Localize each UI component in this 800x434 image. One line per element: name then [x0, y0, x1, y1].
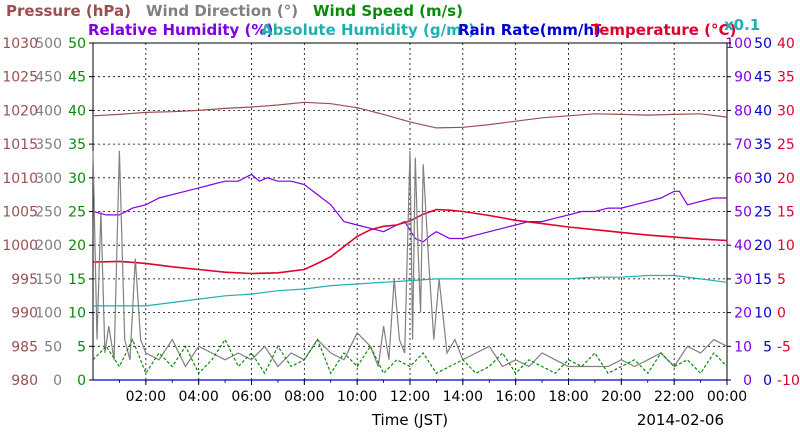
temperature-tick-label: -5: [777, 339, 791, 355]
wind-direction-tick-label: 150: [35, 272, 62, 288]
wind-speed-tick-label: 10: [68, 306, 86, 322]
x-tick-label: 14:00: [443, 389, 483, 405]
rain-rate-tick-label: 40: [754, 103, 772, 119]
x-tick-label: 04:00: [178, 389, 218, 405]
temperature-tick-label: -10: [777, 373, 800, 389]
wind-direction-tick-label: 50: [44, 339, 62, 355]
pressure-tick-label: 1020: [2, 103, 38, 119]
rain-rate-tick-label: 30: [754, 171, 772, 187]
temperature-tick-label: 5: [777, 272, 786, 288]
rain-rate-tick-label: 15: [754, 272, 772, 288]
relative-humidity-tick-label: 10: [734, 339, 752, 355]
legend-wind-direction: Wind Direction (°): [146, 2, 298, 20]
x-axis-title: Time (JST): [371, 411, 448, 429]
series-wind-speed: [92, 338, 728, 375]
legend-temperature: Temperature (°C): [591, 21, 736, 39]
wind-speed-tick-label: 25: [68, 205, 86, 221]
temperature-tick-label: 30: [777, 103, 795, 119]
legend-absolute-humidity: Absolute Humidity (g/m³): [261, 21, 475, 39]
x-tick-label: 22:00: [654, 389, 694, 405]
x-tick-label: 02:00: [126, 389, 166, 405]
relative-humidity-tick-label: 70: [734, 137, 752, 153]
legend-relative-humidity: Relative Humidity (%): [88, 21, 273, 39]
wind-direction-tick-label: 350: [35, 137, 62, 153]
wind-direction-tick-label: 200: [35, 238, 62, 254]
x-tick-label: 08:00: [284, 389, 324, 405]
series-absolute-humidity-x0-1: [93, 274, 728, 307]
relative-humidity-tick-label: 20: [734, 306, 752, 322]
rain-rate-tick-label: 35: [754, 137, 772, 153]
relative-humidity-tick-label: 90: [734, 70, 752, 86]
wind-direction-tick-label: 400: [35, 103, 62, 119]
wind-speed-tick-label: 20: [68, 238, 86, 254]
x-tick-label: 12:00: [390, 389, 430, 405]
wind-direction-tick-label: 450: [35, 70, 62, 86]
pressure-tick-label: 1005: [2, 205, 38, 221]
x-tick-label: 10:00: [337, 389, 377, 405]
wind-direction-tick-label: 250: [35, 205, 62, 221]
relative-humidity-tick-label: 60: [734, 171, 752, 187]
rain-rate-tick-label: 0: [763, 373, 772, 389]
temperature-tick-label: 20: [777, 171, 795, 187]
temperature-tick-label: 25: [777, 137, 795, 153]
x-tick-label: 16:00: [495, 389, 535, 405]
wind-speed-tick-label: 30: [68, 171, 86, 187]
series-relative-humidity: [92, 173, 727, 243]
wind-speed-tick-label: 45: [68, 70, 86, 86]
series-temperature: [92, 208, 728, 275]
temperature-tick-label: 10: [777, 238, 795, 254]
legend-wind-speed: Wind Speed (m/s): [313, 2, 463, 20]
legend-rain-rate: Rain Rate(mm/h): [458, 21, 601, 39]
pressure-tick-label: 995: [11, 272, 38, 288]
series-wind-direction: [92, 150, 728, 368]
pressure-tick-label: 1015: [2, 137, 38, 153]
wind-speed-tick-label: 15: [68, 272, 86, 288]
rain-rate-tick-label: 20: [754, 238, 772, 254]
wind-speed-tick-label: 40: [68, 103, 86, 119]
wind-direction-tick-label: 500: [35, 36, 62, 52]
pressure-tick-label: 1030: [2, 36, 38, 52]
rain-rate-tick-label: 50: [754, 36, 772, 52]
relative-humidity-tick-label: 30: [734, 272, 752, 288]
temperature-tick-label: 40: [777, 36, 795, 52]
temperature-tick-label: 15: [777, 205, 795, 221]
pressure-tick-label: 985: [11, 339, 38, 355]
x-tick-label: 00:00: [707, 389, 747, 405]
relative-humidity-tick-label: 100: [725, 36, 752, 52]
x-tick-label: 18:00: [548, 389, 588, 405]
pressure-tick-label: 990: [11, 306, 38, 322]
pressure-tick-label: 1010: [2, 171, 38, 187]
x-tick-label: 20:00: [601, 389, 641, 405]
rain-rate-tick-label: 25: [754, 205, 772, 221]
rain-rate-tick-label: 10: [754, 306, 772, 322]
relative-humidity-tick-label: 40: [734, 238, 752, 254]
pressure-tick-label: 980: [11, 373, 38, 389]
wind-direction-tick-label: 0: [53, 373, 62, 389]
axes-layer: 02:00 04:00 06:00 08:00 10:00 12:00 14:00 16:00…: [2, 36, 800, 405]
rain-rate-tick-label: 45: [754, 70, 772, 86]
pressure-tick-label: 1000: [2, 238, 38, 254]
wind-direction-tick-label: 100: [35, 306, 62, 322]
temperature-tick-label: 35: [777, 70, 795, 86]
relative-humidity-tick-label: 80: [734, 103, 752, 119]
legend-pressure: Pressure (hPa): [6, 2, 131, 20]
rain-rate-tick-label: 5: [763, 339, 772, 355]
wind-speed-tick-label: 50: [68, 36, 86, 52]
wind-speed-tick-label: 35: [68, 137, 86, 153]
abs-humidity-scale-note: x0.1: [724, 16, 760, 34]
relative-humidity-tick-label: 0: [743, 373, 752, 389]
x-tick-label: 06:00: [231, 389, 271, 405]
series-pressure: [92, 101, 728, 129]
relative-humidity-tick-label: 50: [734, 205, 752, 221]
wind-speed-tick-label: 0: [77, 373, 86, 389]
temperature-tick-label: 0: [777, 306, 786, 322]
chart-date: 2014-02-06: [637, 411, 724, 429]
pressure-tick-label: 1025: [2, 70, 38, 86]
wind-speed-tick-label: 5: [77, 339, 86, 355]
wind-direction-tick-label: 300: [35, 171, 62, 187]
